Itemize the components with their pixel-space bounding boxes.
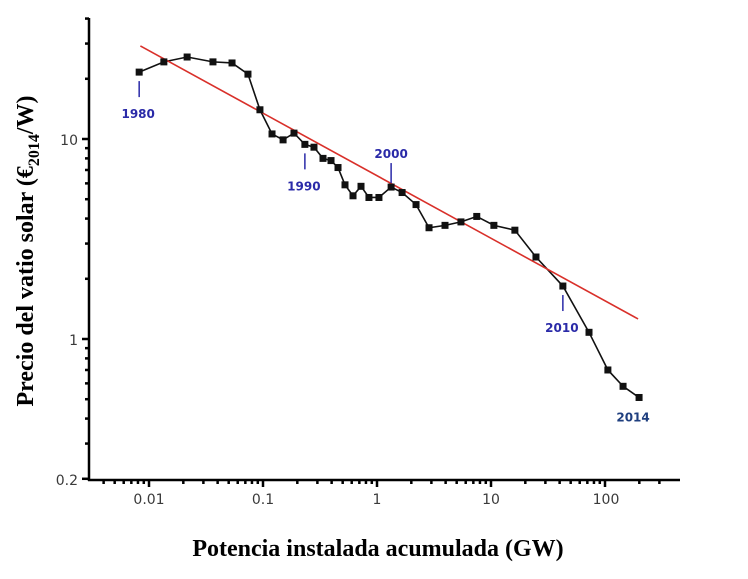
data-point-marker — [387, 183, 395, 191]
y-axis-title-suffix: /W) — [13, 95, 39, 135]
annotation-label: 2010 — [545, 321, 578, 335]
y-axis-title-prefix: Precio del vatio solar (€ — [13, 166, 39, 406]
data-point-marker — [160, 58, 168, 66]
annotation-label: 2014 — [616, 410, 649, 424]
x-tick-label-1: 1 — [373, 492, 382, 508]
x-tick-label-10: 10 — [482, 492, 500, 508]
x-tick-label-0.1: 0.1 — [252, 492, 274, 508]
data-point-marker — [398, 189, 406, 197]
data-point-marker — [228, 59, 236, 67]
x-tick-label-100: 100 — [593, 492, 620, 508]
data-point-marker — [357, 182, 365, 190]
data-point-marker — [511, 226, 519, 234]
data-point-marker — [375, 193, 383, 201]
data-point-marker — [425, 224, 433, 232]
data-point-marker — [604, 366, 612, 374]
y-tick-label-10: 10 — [60, 133, 78, 149]
data-point-marker — [457, 218, 465, 226]
data-point-marker — [268, 130, 276, 138]
annotation-label: 1990 — [287, 179, 320, 193]
data-point-marker — [327, 157, 335, 165]
data-point-marker — [559, 282, 567, 290]
annotation-layer: 1980 1990 2000 2010 2014 — [121, 81, 650, 424]
data-point-marker — [279, 136, 287, 144]
data-point-marker — [244, 70, 252, 78]
data-point-marker — [183, 53, 191, 61]
data-point-marker — [256, 106, 264, 114]
annotation-label: 2000 — [374, 147, 407, 161]
annotation-2014: 2014 — [616, 410, 649, 424]
data-point-marker — [290, 129, 298, 137]
data-point-marker — [209, 58, 217, 66]
annotation-1990: 1990 — [287, 153, 321, 193]
annotation-2010: 2010 — [545, 295, 579, 335]
data-point-marker — [532, 253, 540, 261]
data-point-marker — [585, 328, 593, 336]
data-point-marker — [310, 143, 318, 151]
data-point-marker — [473, 212, 481, 220]
y-tick-label-1: 1 — [69, 333, 78, 349]
annotation-1980: 1980 — [121, 81, 155, 121]
data-point-marker — [619, 382, 627, 390]
y-tick-label-0.2: 0.2 — [56, 473, 78, 489]
x-major-ticks — [147, 480, 607, 487]
data-point-marker — [334, 164, 342, 172]
annotation-label: 1980 — [121, 107, 154, 121]
x-minor-ticks — [102, 480, 661, 484]
y-minor-ticks — [85, 17, 89, 445]
data-point-marker — [349, 192, 357, 200]
data-point-marker — [319, 154, 327, 162]
series-line-precio-historico — [138, 56, 640, 399]
series-layer — [135, 45, 643, 401]
x-tick-label-0.01: 0.01 — [133, 492, 164, 508]
series-line-tendencia — [139, 45, 639, 320]
data-point-marker — [412, 201, 420, 209]
data-point-marker — [490, 221, 498, 229]
data-point-marker — [341, 181, 349, 189]
annotation-2000: 2000 — [374, 147, 408, 184]
y-axis-title: Precio del vatio solar (€2014/W) — [13, 95, 43, 406]
data-point-marker — [365, 193, 373, 201]
x-axis-title: Potencia instalada acumulada (GW) — [192, 536, 563, 562]
data-point-marker — [441, 221, 449, 229]
data-point-marker — [635, 393, 643, 401]
y-axis-title-subscript: 2014 — [26, 134, 43, 166]
axes — [82, 17, 680, 487]
data-point-marker — [135, 68, 143, 76]
y-major-ticks — [82, 137, 89, 481]
data-point-marker — [301, 140, 309, 148]
